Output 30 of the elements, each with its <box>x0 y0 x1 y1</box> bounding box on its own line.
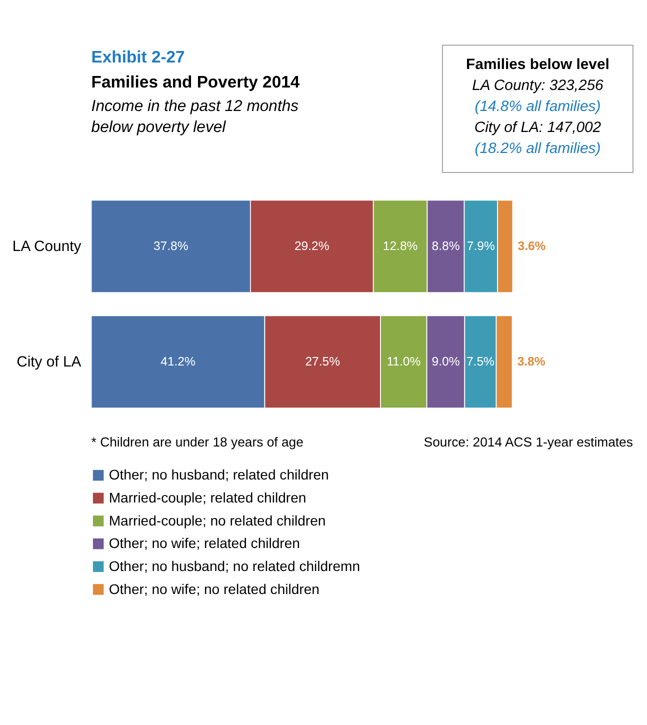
data-label: 41.2% <box>160 354 196 368</box>
legend-label: Married-couple; no related children <box>108 512 326 528</box>
y-tick-label: LA County <box>12 238 82 255</box>
chart-title: Families and Poverty 2014 <box>91 72 300 92</box>
data-label: 12.8% <box>382 238 418 253</box>
data-label: 11.0% <box>386 354 421 368</box>
annotation: * Children are under 18 years of age <box>91 434 304 450</box>
y-tick-label: City of LA <box>16 353 82 370</box>
text: (18.2% all families) <box>474 140 601 158</box>
data-label: 8.8% <box>432 238 460 253</box>
data-label: 7.9% <box>466 238 495 253</box>
legend-label: Other; no husband; related children <box>108 466 329 483</box>
legend-label: Other; no husband; no related childremn <box>108 558 360 574</box>
legend-label: Other; no wife; related children <box>108 535 300 552</box>
legend-label: Other; no wife; no related children <box>108 580 320 597</box>
data-label: 29.2% <box>294 238 330 253</box>
text: (14.8% all families) <box>474 98 601 116</box>
data-label: 37.8% <box>153 238 188 253</box>
text: LA County: 323,256 <box>472 76 604 94</box>
text: Families below level <box>466 56 610 73</box>
data-label: 9.0% <box>432 354 460 368</box>
chart-subtitle: Income in the past 12 months below poverty level <box>91 98 299 136</box>
annotation: Source: 2014 ACS 1-year estimates <box>424 434 634 450</box>
legend-label: Married-couple; related children <box>108 490 306 506</box>
text: City of LA: 147,002 <box>474 119 602 136</box>
text: Exhibit 2-27 <box>91 48 185 67</box>
data-label: 3.8% <box>517 354 546 368</box>
data-label: 27.5% <box>305 354 340 368</box>
data-label: 3.6% <box>518 238 546 253</box>
data-label: 7.5% <box>466 354 495 368</box>
